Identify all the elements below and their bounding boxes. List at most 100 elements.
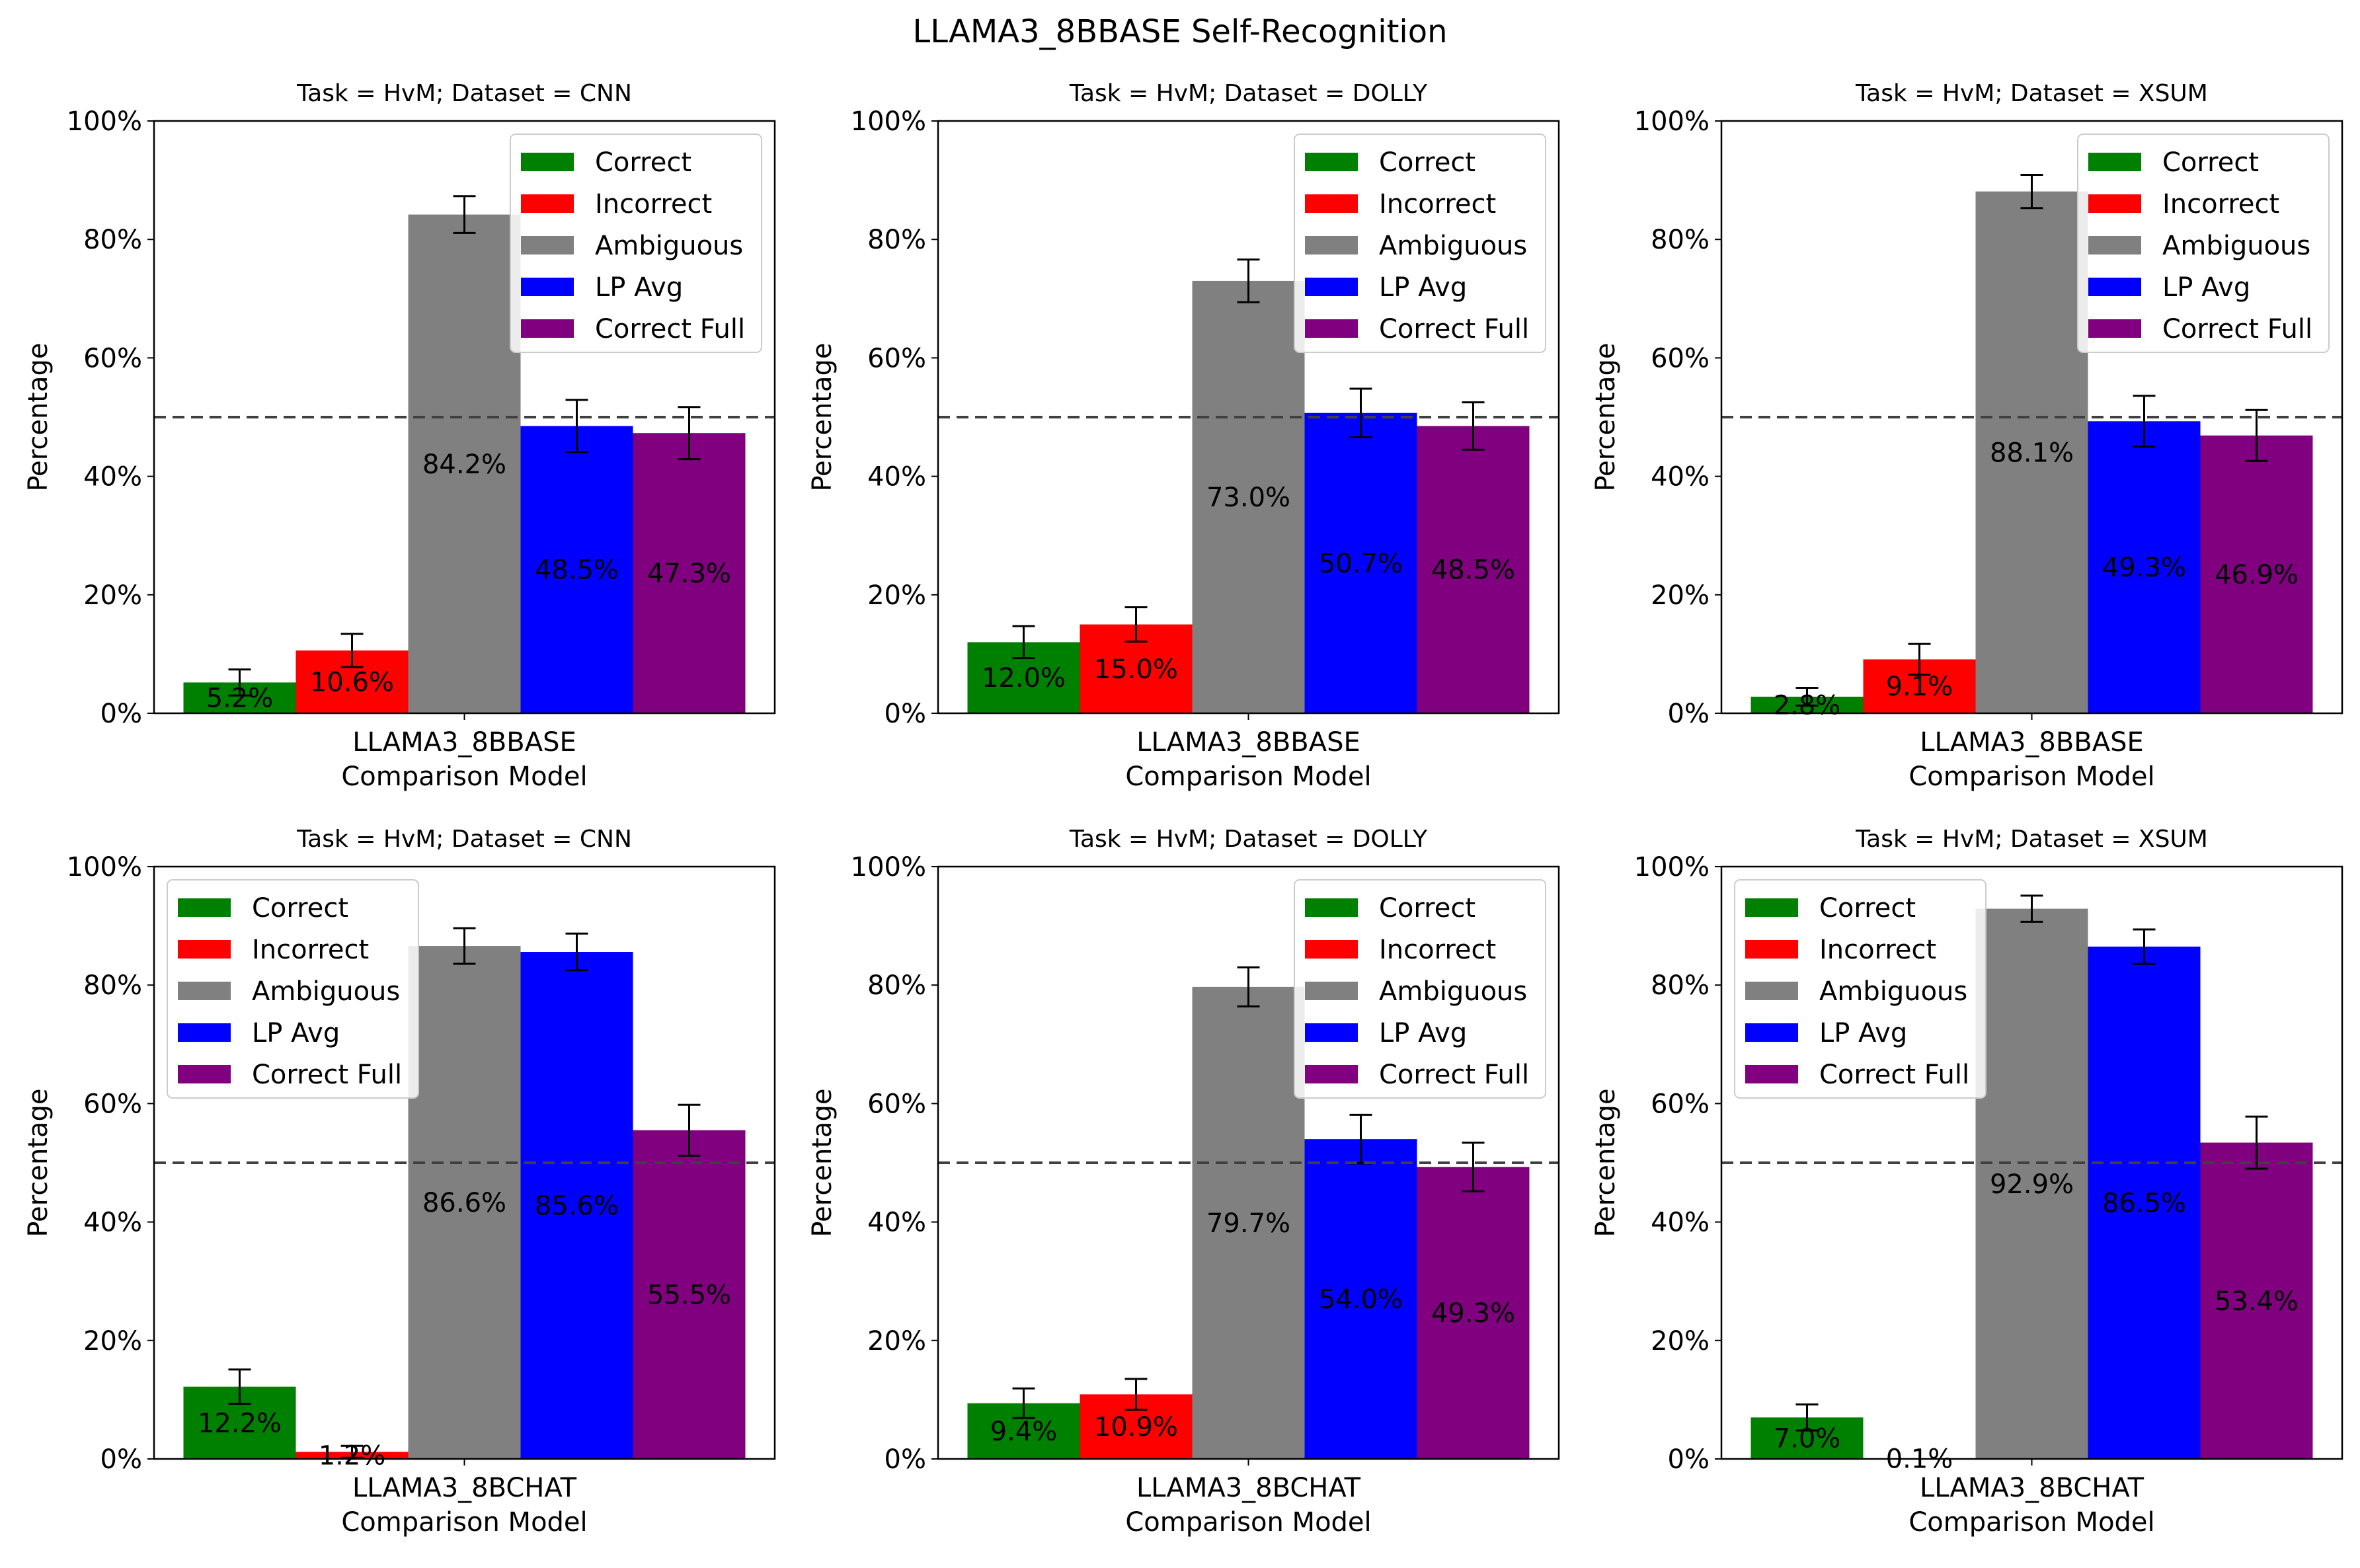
chart-3-ylabel: Percentage: [23, 1088, 54, 1237]
chart-4-ytick-label-2: 40%: [867, 1208, 926, 1238]
chart-0-legend-label-0: Correct: [595, 147, 691, 178]
chart-4-value-label-2: 79.7%: [1206, 1208, 1290, 1239]
chart-5-legend-box: [1734, 879, 1986, 1099]
chart-5-xtick-label-0: LLAMA3_8BCHAT: [1920, 1473, 2144, 1503]
chart-4-ytick-label-4: 80%: [867, 970, 926, 1001]
chart-2-bar-3: [2088, 421, 2201, 713]
chart-2-legend-label-2: Ambiguous: [2162, 231, 2310, 261]
chart-5-axes-frame: [1720, 865, 2343, 1460]
chart-0: Task = HvM; Dataset = CNN 5.2% 10.6% 84.2% 4…: [23, 80, 776, 792]
chart-5-xlabel: Comparison Model: [1908, 1507, 2154, 1538]
chart-5-ytick-label-2: 40%: [1651, 1208, 1710, 1238]
chart-5: Task = HvM; Dataset = XSUM7.0%0.1%92.9%8…: [1591, 826, 2343, 1538]
chart-5-legend-label-2: Ambiguous: [1819, 976, 1967, 1007]
chart-3-bar-4: [633, 1130, 746, 1459]
chart-1-xlabel: Comparison Model: [1125, 762, 1371, 792]
chart-2-legend-label-0: Correct: [2162, 147, 2259, 178]
chart-1-legend-box: [1294, 134, 1546, 353]
chart-5-ytick-label-4: 80%: [1651, 970, 1710, 1001]
chart-1-value-label-0: 12.0%: [982, 663, 1066, 693]
chart-3-ytick-label-3: 60%: [83, 1089, 142, 1119]
chart-2-ytick-label-5: 100%: [1634, 106, 1710, 137]
chart-1-legend-label-4: Correct Full: [1379, 314, 1529, 344]
chart-0-legend-swatch-4: [521, 319, 574, 338]
chart-0-ytick-label-3: 60%: [83, 343, 142, 373]
chart-3-legend-box: [167, 879, 419, 1099]
chart-4-bar-2: [1192, 986, 1305, 1459]
chart-4: Task = HvM; Dataset = DOLLY 9.4% 10.9% 79.7…: [807, 826, 1560, 1538]
chart-0-ylabel: Percentage: [23, 342, 54, 491]
chart-3-value-label-4: 55.5%: [647, 1280, 731, 1310]
chart-2-legend-swatch-0: [2088, 153, 2141, 171]
chart-4-legend-swatch-3: [1305, 1023, 1358, 1042]
chart-2-legend: Correct Incorrect Ambiguous LP Avg Correct F…: [2077, 134, 2330, 353]
chart-3-legend-swatch-2: [178, 982, 231, 1000]
chart-3-xlabel: Comparison Model: [341, 1507, 587, 1538]
chart-4-legend-swatch-1: [1305, 940, 1358, 959]
chart-3-ytick-label-0: 0%: [100, 1444, 142, 1475]
chart-5-legend-swatch-1: [1745, 940, 1798, 959]
chart-4-xlabel: Comparison Model: [1125, 1507, 1371, 1538]
chart-1-bar-3: [1304, 412, 1417, 713]
chart-4-axes-frame: [937, 865, 1560, 1460]
chart-1-value-label-1: 15.0%: [1094, 654, 1178, 685]
chart-0-bar-4: [633, 433, 746, 713]
chart-0-title: Task = HvM; Dataset = CNN: [296, 80, 632, 107]
chart-1-ytick-label-1: 20%: [867, 580, 926, 611]
chart-2-xtick-label-0: LLAMA3_8BBASE: [1920, 727, 2144, 758]
chart-2-ytick-label-4: 80%: [1651, 225, 1710, 255]
chart-4-ytick-label-0: 0%: [885, 1444, 926, 1475]
chart-0-legend-label-2: Ambiguous: [595, 231, 743, 261]
chart-3-legend-label-1: Incorrect: [252, 935, 369, 965]
chart-4-ytick-label-1: 20%: [867, 1326, 926, 1356]
chart-2-value-label-0: 2.8%: [1774, 690, 1841, 721]
chart-0-axes-frame: [153, 120, 776, 715]
chart-1-legend-swatch-2: [1305, 236, 1358, 255]
chart-2-legend-label-3: LP Avg: [2162, 272, 2250, 303]
chart-2-bar-4: [2200, 435, 2313, 713]
chart-3-legend-swatch-0: [178, 898, 231, 917]
chart-2: Task = HvM; Dataset = XSUM 2.8% 9.1% 88.1% 4…: [1591, 80, 2343, 792]
chart-4-legend-box: [1294, 879, 1546, 1099]
chart-3-legend-swatch-3: [178, 1023, 231, 1042]
chart-3-legend-label-2: Ambiguous: [252, 976, 400, 1007]
chart-4-legend-swatch-0: [1305, 898, 1358, 917]
chart-1-ytick-label-3: 60%: [867, 343, 926, 373]
chart-1-bar-2: [1192, 280, 1305, 713]
chart-4-ytick-label-5: 100%: [851, 852, 926, 882]
chart-2-ytick-label-0: 0%: [1668, 699, 1710, 729]
chart-1-legend-swatch-3: [1305, 278, 1358, 296]
chart-1-legend-swatch-0: [1305, 153, 1358, 171]
chart-0-ytick-label-0: 0%: [100, 699, 142, 729]
chart-2-value-label-1: 9.1%: [1886, 672, 1953, 702]
chart-5-ytick-label-1: 20%: [1651, 1326, 1710, 1356]
chart-3-value-label-1: 1.2%: [319, 1441, 386, 1471]
chart-5-bar-3: [2088, 946, 2201, 1459]
chart-4-xtick-label-0: LLAMA3_8BCHAT: [1136, 1473, 1361, 1503]
chart-0-value-label-2: 84.2%: [422, 450, 506, 480]
chart-4-bar-4: [1417, 1167, 1530, 1459]
chart-5-title: Task = HvM; Dataset = XSUM: [1855, 826, 2208, 853]
chart-0-bar-2: [408, 214, 521, 713]
chart-3-value-label-0: 12.2%: [198, 1408, 282, 1438]
chart-5-legend-swatch-0: [1745, 898, 1798, 917]
chart-5-ytick-label-0: 0%: [1668, 1444, 1710, 1475]
chart-3-ytick-label-4: 80%: [83, 970, 142, 1001]
chart-3-value-label-2: 86.6%: [422, 1188, 506, 1218]
chart-0-value-label-1: 10.6%: [310, 668, 394, 698]
chart-4-legend-label-2: Ambiguous: [1379, 976, 1527, 1007]
chart-1-value-label-4: 48.5%: [1431, 555, 1515, 586]
chart-3: Task = HvM; Dataset = CNN 12.2% 1.2% 86.6% 8…: [23, 826, 776, 1538]
chart-2-legend-label-1: Incorrect: [2162, 189, 2279, 219]
chart-3-value-label-3: 85.6%: [535, 1191, 619, 1222]
chart-5-legend-label-3: LP Avg: [1819, 1018, 1907, 1048]
chart-1-ytick-label-4: 80%: [867, 225, 926, 255]
chart-1-legend-label-0: Correct: [1379, 147, 1475, 178]
chart-4-value-label-0: 9.4%: [990, 1417, 1058, 1447]
chart-3-title: Task = HvM; Dataset = CNN: [296, 826, 632, 853]
chart-1-legend-swatch-4: [1305, 319, 1358, 338]
chart-1-xtick-label-0: LLAMA3_8BBASE: [1136, 727, 1360, 758]
chart-3-legend-label-4: Correct Full: [252, 1060, 402, 1090]
